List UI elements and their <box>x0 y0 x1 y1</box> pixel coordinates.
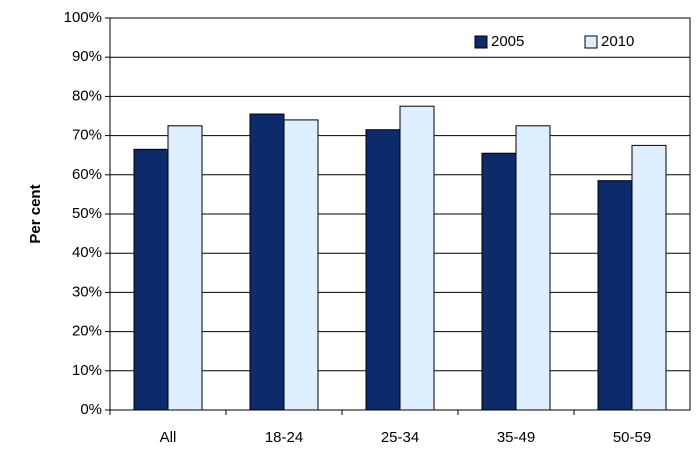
x-tick-label: 50-59 <box>613 429 651 446</box>
bar <box>631 144 667 411</box>
y-tick-label: 60% <box>72 166 102 183</box>
bar <box>167 125 203 411</box>
y-tick-label: 100% <box>64 9 102 26</box>
y-tick-label: 70% <box>72 127 102 144</box>
bar <box>481 152 517 411</box>
legend-swatch <box>474 35 488 49</box>
bar <box>133 148 169 411</box>
x-tick-label: 35-49 <box>497 429 535 446</box>
x-tick-label: All <box>160 429 177 446</box>
y-tick-label: 10% <box>72 362 102 379</box>
bar <box>249 113 285 411</box>
bar <box>399 105 435 411</box>
legend-label: 2010 <box>601 33 634 50</box>
bar <box>283 119 319 411</box>
legend-swatch <box>584 35 598 49</box>
y-tick-label: 0% <box>80 401 102 418</box>
x-tick-label: 18-24 <box>265 429 303 446</box>
y-tick-label: 50% <box>72 205 102 222</box>
y-tick-label: 30% <box>72 283 102 300</box>
legend-label: 2005 <box>491 33 524 50</box>
y-tick-label: 80% <box>72 87 102 104</box>
y-tick-label: 90% <box>72 48 102 65</box>
bar <box>597 180 633 411</box>
y-axis-label: Per cent <box>27 184 44 243</box>
x-tick-label: 25-34 <box>381 429 419 446</box>
bar <box>365 129 401 411</box>
y-tick-label: 20% <box>72 323 102 340</box>
y-tick-label: 40% <box>72 244 102 261</box>
bar <box>515 125 551 411</box>
